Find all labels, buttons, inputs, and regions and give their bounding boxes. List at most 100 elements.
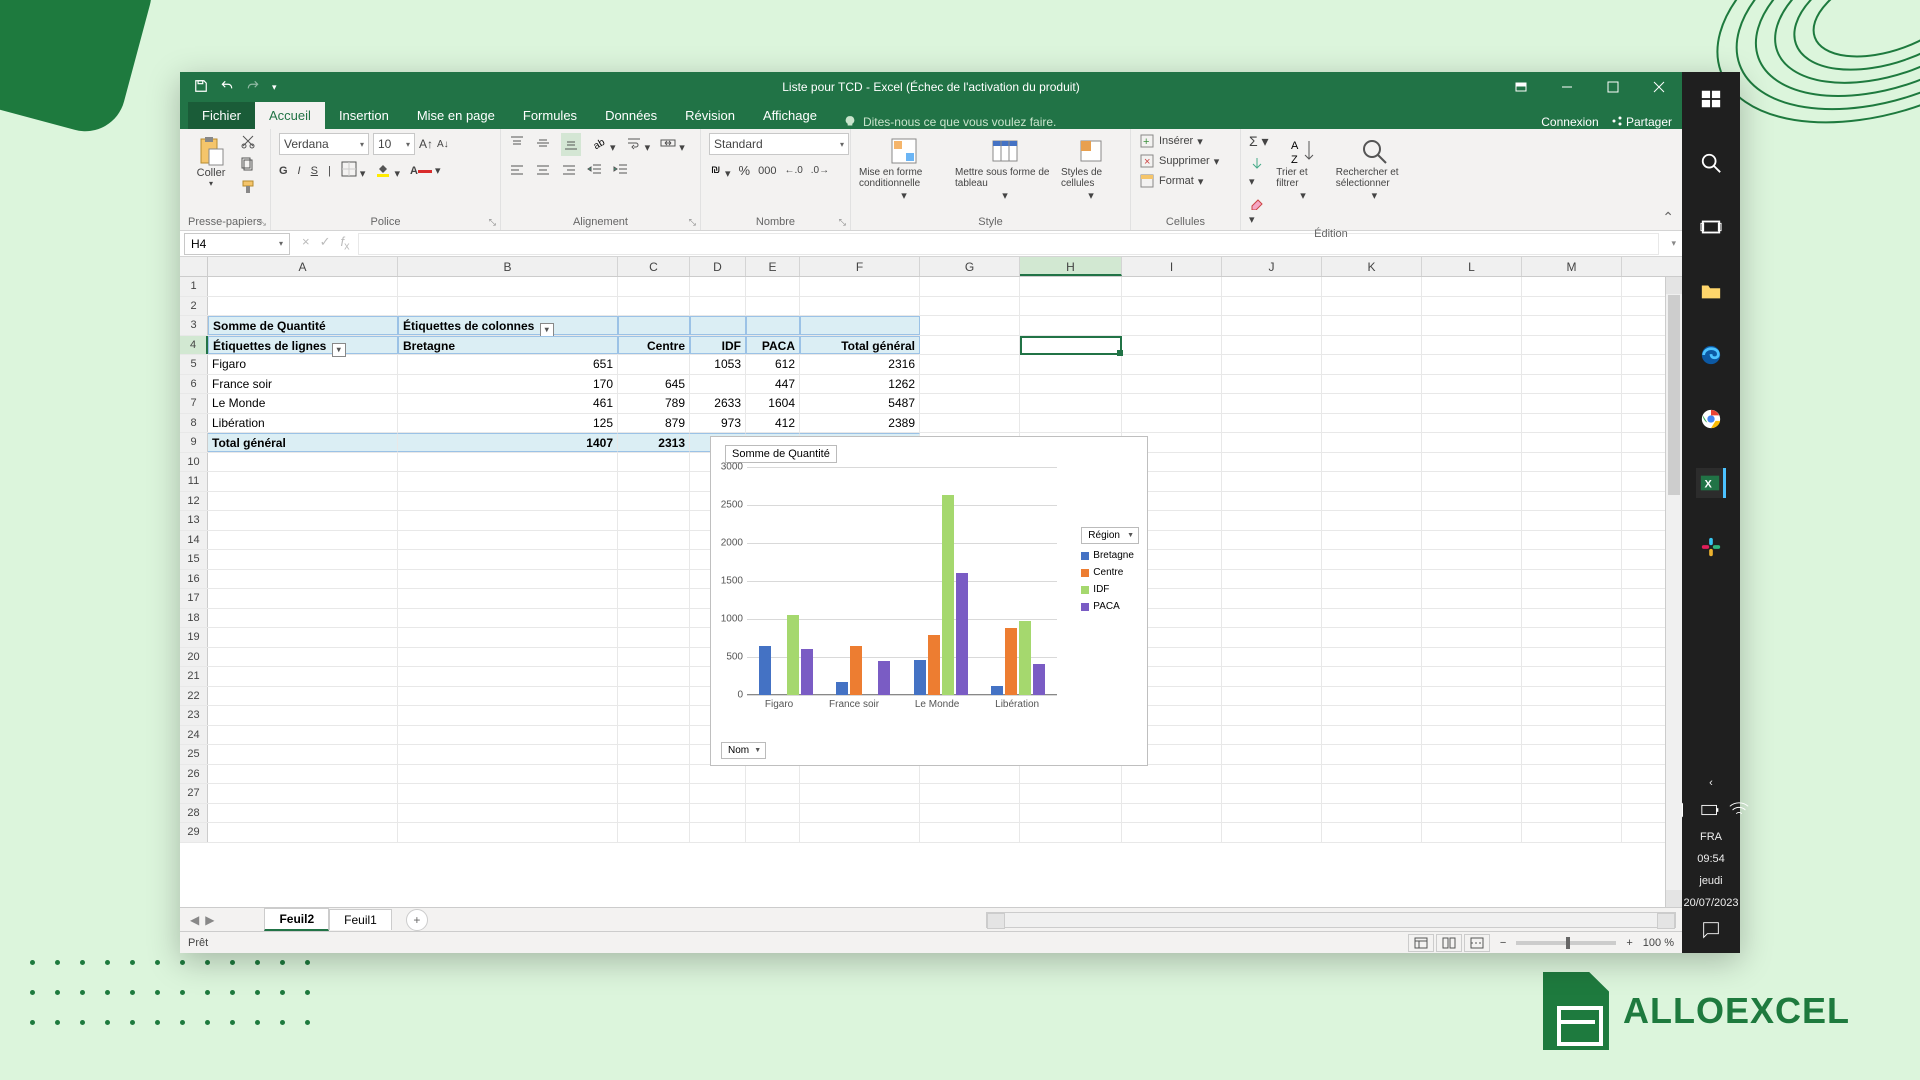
- launcher-icon[interactable]: ⤡: [259, 217, 266, 228]
- column-header[interactable]: D: [690, 257, 746, 276]
- row-header[interactable]: 23: [180, 706, 208, 725]
- underline-button[interactable]: S: [311, 165, 318, 177]
- system-tray[interactable]: ‹ FRA 09:54 jeudi 20/07/2023: [1672, 777, 1750, 941]
- row-header[interactable]: 3: [180, 316, 208, 335]
- tab-file[interactable]: Fichier: [188, 102, 255, 129]
- row-header[interactable]: 29: [180, 823, 208, 842]
- row-header[interactable]: 10: [180, 453, 208, 472]
- share-button[interactable]: Partager: [1611, 115, 1672, 129]
- borders-icon[interactable]: ▾: [341, 161, 366, 180]
- edge-button[interactable]: [1696, 340, 1726, 370]
- launcher-icon[interactable]: ⤡: [689, 217, 696, 228]
- align-right-icon[interactable]: [561, 162, 577, 181]
- chrome-button[interactable]: [1696, 404, 1726, 434]
- column-header[interactable]: E: [746, 257, 800, 276]
- page-layout-icon[interactable]: [1436, 934, 1462, 952]
- column-header[interactable]: C: [618, 257, 690, 276]
- row-header[interactable]: 27: [180, 784, 208, 803]
- row-header[interactable]: 5: [180, 355, 208, 374]
- bar[interactable]: [759, 646, 771, 695]
- undo-icon[interactable]: [220, 79, 234, 96]
- normal-view-icon[interactable]: [1408, 934, 1434, 952]
- launcher-icon[interactable]: ⤡: [489, 217, 496, 228]
- find-select-button[interactable]: Rechercher et sélectionner▾: [1336, 133, 1413, 202]
- select-all-corner[interactable]: [180, 257, 208, 276]
- bar[interactable]: [991, 686, 1003, 696]
- cut-icon[interactable]: [240, 133, 256, 152]
- row-header[interactable]: 20: [180, 648, 208, 667]
- align-bottom-icon[interactable]: [561, 133, 581, 156]
- insert-cells-button[interactable]: +Insérer ▾: [1139, 133, 1203, 149]
- add-sheet-button[interactable]: +: [406, 909, 428, 931]
- tab-insert[interactable]: Insertion: [325, 102, 403, 129]
- search-button[interactable]: [1696, 148, 1726, 178]
- row-header[interactable]: 21: [180, 667, 208, 686]
- zoom-slider[interactable]: [1516, 941, 1616, 945]
- copy-icon[interactable]: [240, 156, 256, 175]
- tab-review[interactable]: Révision: [671, 102, 749, 129]
- bold-button[interactable]: G: [279, 165, 288, 177]
- language-indicator[interactable]: FRA: [1700, 831, 1722, 843]
- row-header[interactable]: 14: [180, 531, 208, 550]
- wifi-icon[interactable]: [1728, 799, 1750, 821]
- zoom-out-button[interactable]: −: [1500, 937, 1506, 949]
- row-header[interactable]: 16: [180, 570, 208, 589]
- font-name-dropdown[interactable]: Verdana▾: [279, 133, 369, 155]
- sort-filter-button[interactable]: AZ Trier et filtrer▾: [1276, 133, 1329, 202]
- tab-home[interactable]: Accueil: [255, 102, 325, 129]
- formula-input[interactable]: [358, 233, 1660, 255]
- column-header[interactable]: K: [1322, 257, 1422, 276]
- fill-icon[interactable]: ▾: [1249, 156, 1270, 188]
- conditional-formatting-button[interactable]: Mise en forme conditionnelle▾: [859, 133, 949, 202]
- page-break-icon[interactable]: [1464, 934, 1490, 952]
- row-header[interactable]: 4: [180, 336, 208, 355]
- row-header[interactable]: 1: [180, 277, 208, 296]
- close-button[interactable]: [1636, 72, 1682, 102]
- signin-link[interactable]: Connexion: [1541, 115, 1598, 129]
- tell-me[interactable]: Dites-nous ce que vous voulez faire.: [843, 115, 1056, 129]
- bar[interactable]: [928, 635, 940, 695]
- launcher-icon[interactable]: ⤡: [839, 217, 846, 228]
- bar[interactable]: [850, 646, 862, 695]
- legend-item[interactable]: IDF: [1081, 584, 1139, 595]
- align-center-icon[interactable]: [535, 162, 551, 181]
- format-painter-icon[interactable]: [240, 179, 256, 198]
- name-box[interactable]: H4▾: [184, 233, 290, 255]
- increase-decimal-icon[interactable]: ←.0: [784, 165, 802, 176]
- orientation-icon[interactable]: ab ▾: [591, 135, 616, 154]
- format-cells-button[interactable]: Format ▾: [1139, 173, 1203, 189]
- increase-font-icon[interactable]: A↑: [419, 137, 433, 151]
- qat-dropdown-icon[interactable]: ▾: [272, 82, 277, 93]
- row-header[interactable]: 28: [180, 804, 208, 823]
- legend-item[interactable]: PACA: [1081, 601, 1139, 612]
- save-icon[interactable]: [194, 79, 208, 96]
- collapse-ribbon-button[interactable]: ⌃: [1654, 205, 1682, 230]
- column-header[interactable]: J: [1222, 257, 1322, 276]
- align-left-icon[interactable]: [509, 162, 525, 181]
- row-header[interactable]: 18: [180, 609, 208, 628]
- legend-item[interactable]: Bretagne: [1081, 550, 1139, 561]
- row-header[interactable]: 8: [180, 414, 208, 433]
- fx-icon[interactable]: fx: [341, 234, 350, 253]
- clock-time[interactable]: 09:54: [1697, 853, 1725, 865]
- fill-color-icon[interactable]: ▾: [375, 161, 400, 180]
- bar[interactable]: [801, 649, 813, 696]
- column-header[interactable]: M: [1522, 257, 1622, 276]
- column-header[interactable]: L: [1422, 257, 1522, 276]
- font-color-icon[interactable]: A ▾: [410, 164, 441, 177]
- clear-icon[interactable]: ▾: [1249, 194, 1270, 226]
- number-format-dropdown[interactable]: Standard▾: [709, 133, 849, 155]
- row-header[interactable]: 17: [180, 589, 208, 608]
- percent-icon[interactable]: %: [739, 163, 751, 178]
- column-header[interactable]: I: [1122, 257, 1222, 276]
- increase-indent-icon[interactable]: [613, 162, 629, 181]
- font-size-dropdown[interactable]: 10▾: [373, 133, 415, 155]
- thousands-icon[interactable]: 000: [758, 165, 776, 177]
- ribbon-display-icon[interactable]: [1498, 72, 1544, 102]
- redo-icon[interactable]: [246, 79, 260, 96]
- row-header[interactable]: 22: [180, 687, 208, 706]
- row-header[interactable]: 11: [180, 472, 208, 491]
- excel-button[interactable]: X: [1696, 468, 1726, 498]
- maximize-button[interactable]: [1590, 72, 1636, 102]
- column-header[interactable]: A: [208, 257, 398, 276]
